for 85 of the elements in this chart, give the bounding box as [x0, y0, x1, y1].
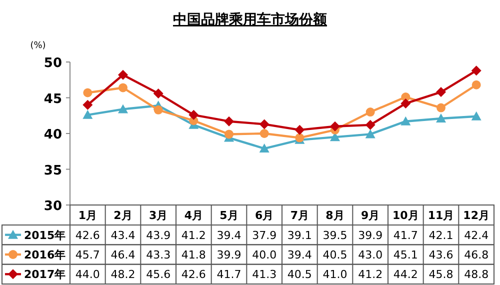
data-label: 45.7 [75, 248, 100, 262]
chart-title: 中国品牌乘用车市场份额 [173, 11, 328, 28]
data-label: 42.6 [75, 228, 100, 242]
point [294, 124, 305, 135]
x-tick-label: 8月 [326, 209, 344, 222]
point [118, 104, 128, 114]
point [83, 88, 92, 98]
point [472, 80, 481, 90]
point [224, 116, 234, 126]
x-tick-label: 11月 [428, 209, 454, 222]
data-label: 43.4 [110, 228, 136, 242]
data-label: 39.4 [287, 248, 312, 262]
data-label: 43.0 [358, 248, 383, 262]
data-label: 41.0 [322, 268, 348, 282]
x-tick-label: 9月 [361, 209, 380, 222]
legend-label: 2016年 [24, 248, 66, 262]
data-label: 42.1 [428, 228, 454, 242]
point [82, 110, 93, 119]
legend-label: 2015年 [24, 228, 66, 242]
point [82, 100, 93, 110]
data-label: 39.5 [322, 228, 348, 242]
point [260, 129, 269, 138]
point [436, 113, 446, 122]
data-label: 39.1 [287, 228, 312, 242]
point [118, 83, 128, 92]
y-tick-label: 50 [44, 56, 62, 71]
y-axis-title: (%) [30, 41, 46, 51]
y-tick-label: 45 [44, 92, 62, 107]
point [365, 120, 376, 130]
point [153, 88, 164, 98]
data-label: 37.9 [252, 228, 277, 242]
data-label: 45.1 [393, 248, 418, 262]
point [188, 110, 199, 120]
x-tick-label: 6月 [255, 209, 274, 222]
point [259, 144, 270, 153]
point [330, 121, 340, 132]
y-tick-label: 40 [44, 128, 62, 142]
x-tick-label: 7月 [290, 209, 309, 222]
data-label: 39.4 [216, 228, 242, 242]
data-label: 40.5 [322, 248, 348, 262]
y-tick-label: 30 [44, 199, 62, 214]
data-label: 43.6 [428, 248, 454, 262]
data-label: 42.6 [181, 268, 206, 282]
point [259, 119, 270, 130]
point [400, 98, 411, 108]
data-label: 46.4 [110, 248, 136, 262]
data-label: 44.0 [75, 268, 100, 282]
x-tick-label: 4月 [184, 209, 203, 222]
x-tick-label: 5月 [220, 209, 238, 222]
data-label: 41.7 [216, 268, 242, 282]
x-tick-label: 2月 [114, 209, 132, 222]
x-tick-label: 12月 [463, 209, 490, 222]
legend-label: 2017年 [24, 268, 66, 282]
data-label: 41.2 [181, 228, 206, 242]
point [471, 66, 482, 76]
x-tick-label: 1月 [78, 209, 97, 222]
data-label: 42.4 [464, 228, 489, 242]
point [224, 130, 234, 139]
point [365, 129, 376, 138]
point [154, 105, 163, 114]
data-label: 46.8 [464, 248, 489, 262]
data-label: 48.8 [464, 268, 489, 282]
data-label: 41.2 [358, 268, 383, 282]
point [436, 103, 446, 112]
data-label: 40.0 [252, 248, 277, 262]
data-label: 39.9 [358, 228, 383, 242]
data-label: 48.2 [110, 268, 136, 282]
point [400, 116, 411, 126]
data-label: 41.7 [393, 228, 418, 242]
data-label: 44.2 [393, 268, 418, 282]
data-label: 45.8 [428, 268, 454, 282]
data-label: 45.6 [146, 268, 171, 282]
x-tick-label: 10月 [392, 209, 419, 222]
y-tick-label: 35 [44, 163, 62, 178]
data-label: 43.9 [146, 228, 171, 242]
point [436, 87, 446, 98]
data-label: 39.9 [216, 248, 242, 262]
x-tick-label: 3月 [149, 209, 168, 222]
point [471, 111, 482, 120]
data-label: 41.3 [252, 268, 277, 282]
point [366, 108, 375, 117]
point [118, 70, 128, 80]
data-label: 43.3 [146, 248, 171, 262]
data-label: 40.5 [287, 268, 312, 282]
data-label: 41.8 [181, 248, 206, 262]
